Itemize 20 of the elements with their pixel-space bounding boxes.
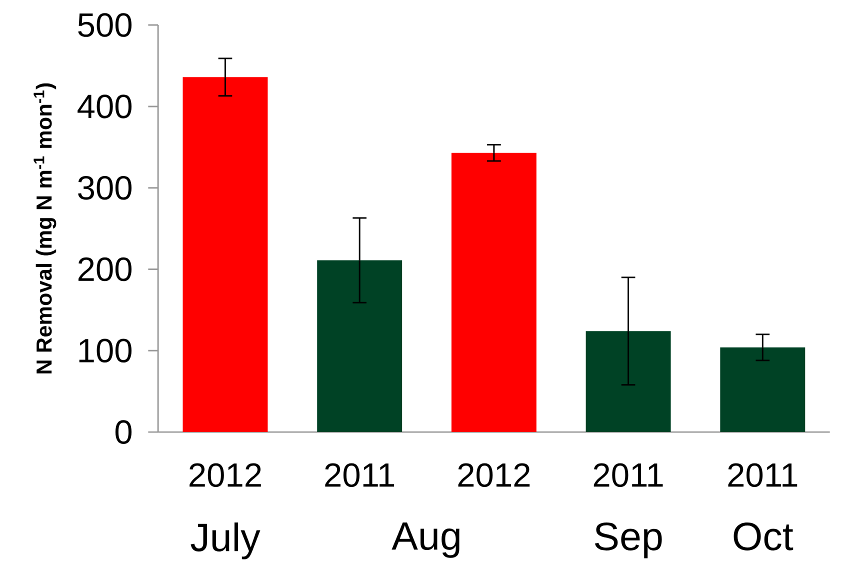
y-tick-label: 200 (78, 257, 132, 281)
text: July (190, 522, 260, 560)
bar (451, 152, 536, 432)
bar (317, 260, 402, 432)
y-axis-title: N Removal (mg N m$^{-1}$ mon$^{-1}$) (34, 83, 56, 374)
y-tick-label: 300 (78, 176, 132, 200)
x-tick-label: 2012 (190, 462, 261, 487)
text: Oct (734, 522, 794, 550)
text: Sep (594, 522, 662, 558)
y-tick-label: 500 (78, 12, 132, 37)
x-tick-label: 2011 (325, 462, 394, 487)
bar (182, 76, 268, 432)
y-tick-label: 400 (78, 94, 132, 118)
x-tick-label: 2012 (458, 462, 530, 487)
bar (720, 347, 806, 432)
x-tick-label: 2011 (728, 462, 798, 487)
x-tick-label: 2011 (594, 462, 663, 487)
y-tick-label: 100 (79, 338, 132, 362)
y-tick-label: 0 (115, 420, 132, 444)
text: Aug (392, 522, 460, 558)
